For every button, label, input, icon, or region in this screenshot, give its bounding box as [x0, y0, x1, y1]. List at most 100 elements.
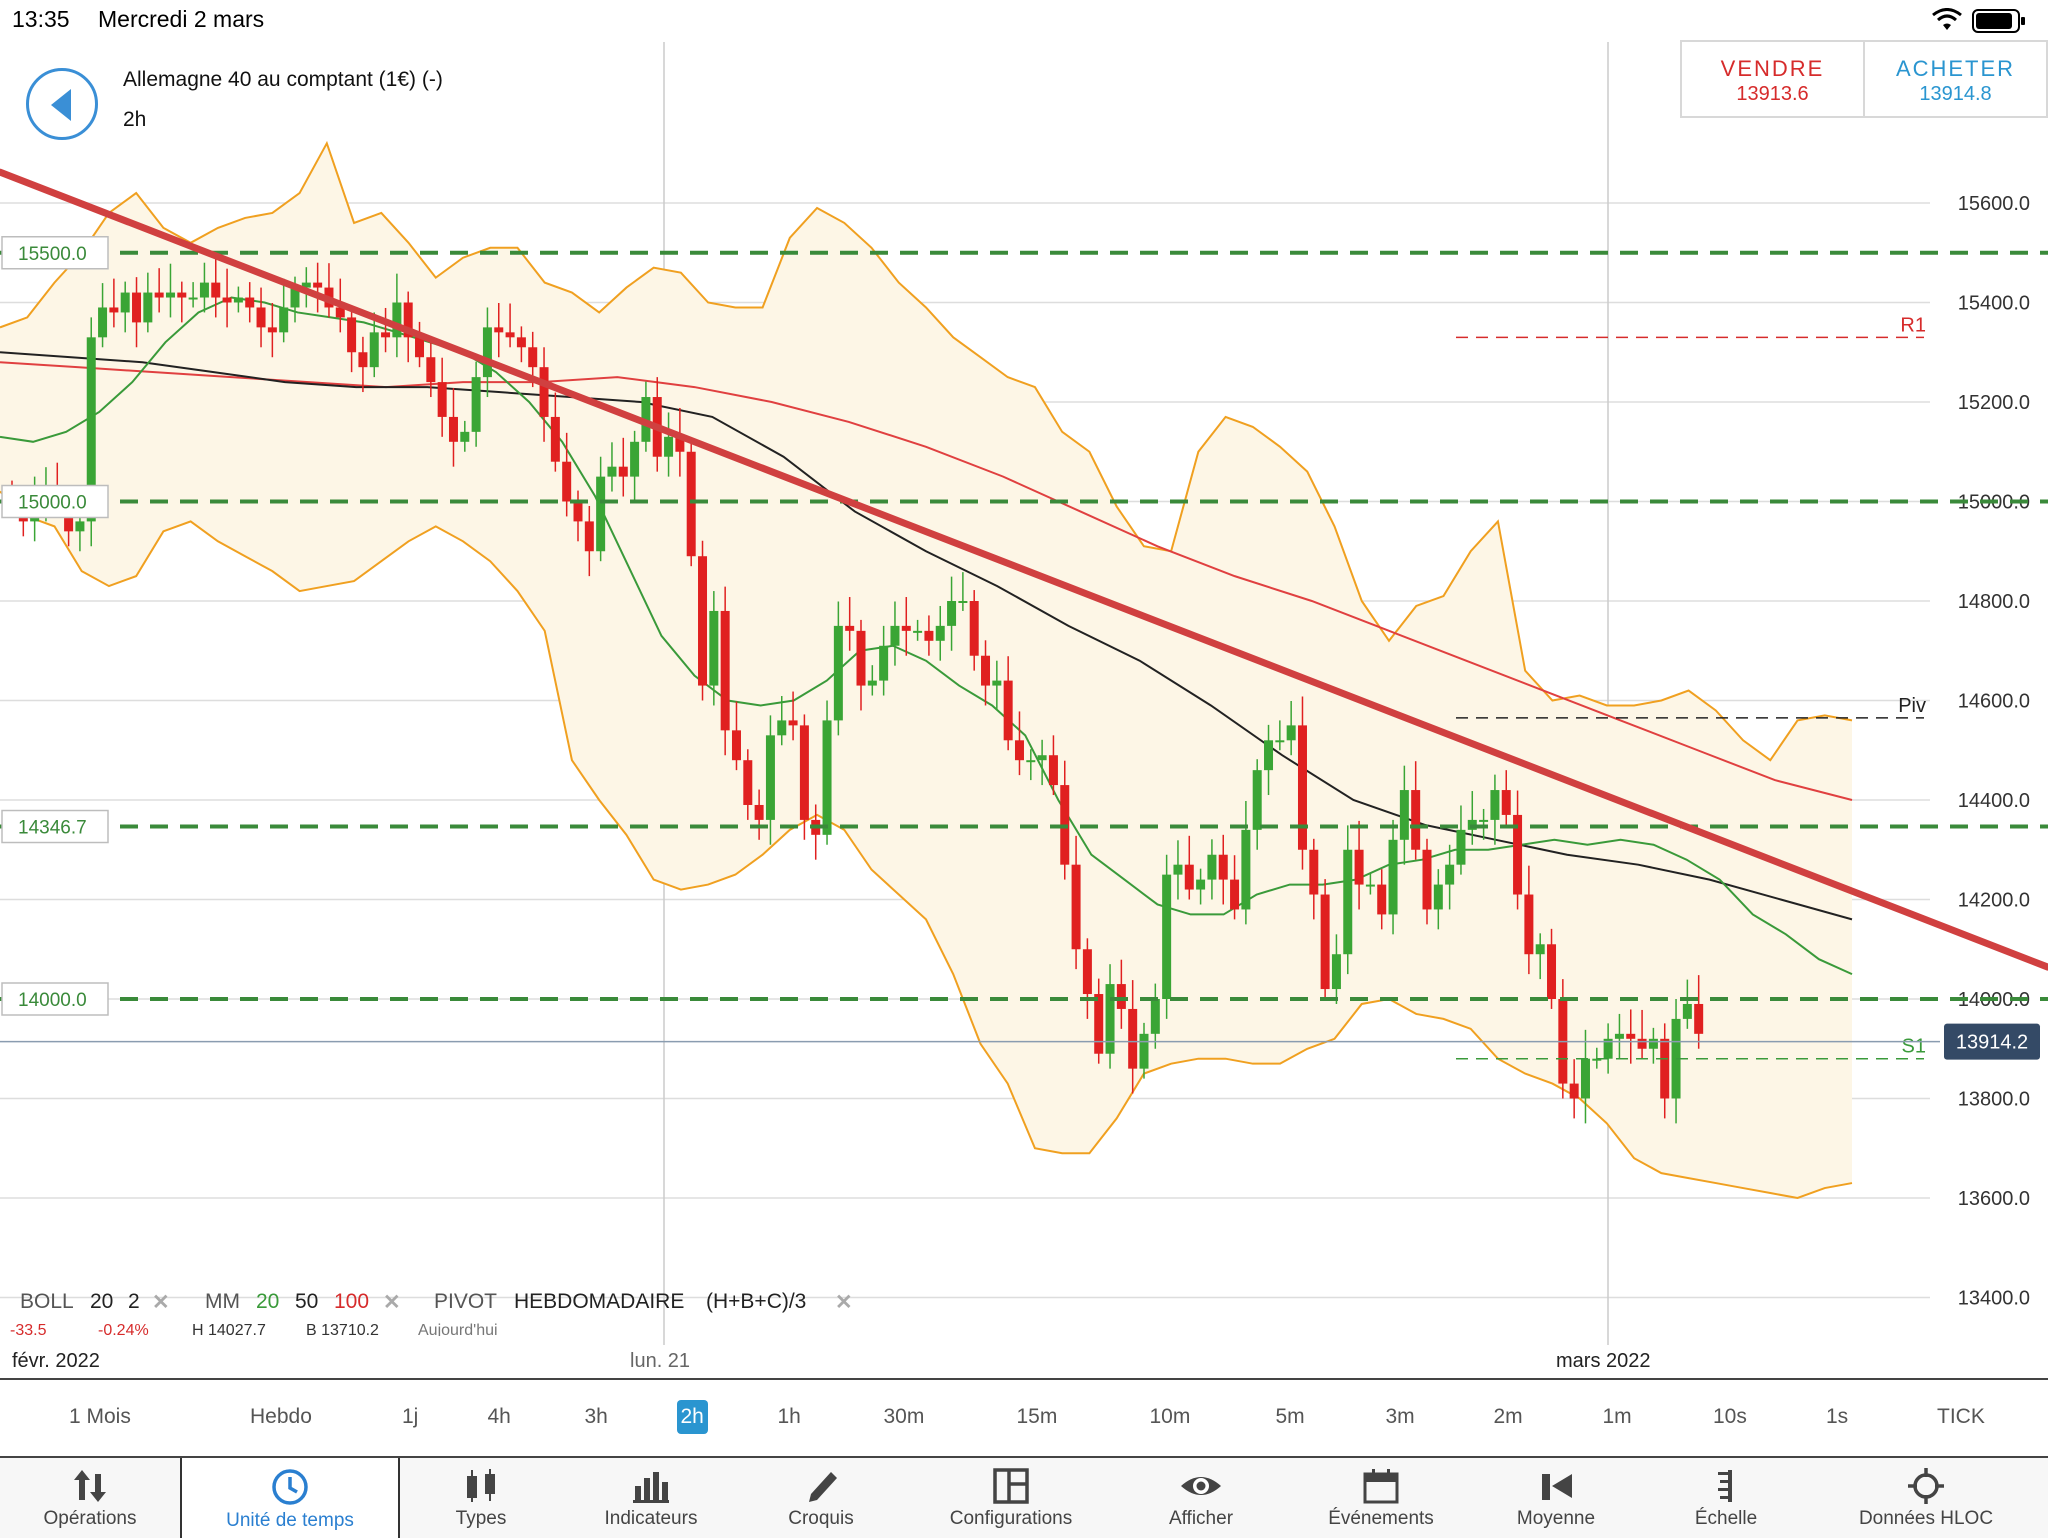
candle [381, 307, 391, 353]
toolbar-indicators-button[interactable]: Indicateurs [566, 1458, 736, 1538]
candle [731, 701, 741, 771]
candle-body [1513, 814, 1523, 895]
candle-body [1377, 884, 1387, 915]
sell-button[interactable]: VENDRE 13913.6 [1682, 42, 1865, 116]
timeframe-option[interactable]: 10m [1149, 1405, 1191, 1428]
timeframe-option[interactable]: 1j [402, 1405, 419, 1428]
x-label-feb: févr. 2022 [12, 1350, 100, 1372]
candle [199, 262, 209, 313]
candle-body [1162, 874, 1172, 999]
timeframe-option[interactable]: 3h [584, 1405, 608, 1428]
candle-body [743, 760, 753, 805]
candle [698, 540, 708, 701]
candle [890, 601, 900, 666]
timeframe-option[interactable]: 1s [1826, 1405, 1849, 1428]
candle-body [516, 337, 526, 348]
candle [222, 268, 232, 328]
timeframe-option[interactable]: 10s [1713, 1405, 1747, 1428]
candle [969, 590, 979, 671]
toolbar-average-button[interactable]: Moyenne [1476, 1458, 1636, 1538]
level-label-box [1, 982, 109, 1016]
candle-body [1309, 849, 1319, 895]
toolbar-types-button[interactable]: Types [396, 1458, 566, 1538]
status-date: Mercredi 2 mars [98, 6, 265, 32]
toolbar-events-button[interactable]: Événements [1286, 1458, 1476, 1538]
y-tick-label: 13600.0 [1958, 1188, 2030, 1210]
back-arrow-icon [51, 89, 71, 121]
timeframe-option[interactable]: 1h [777, 1405, 801, 1428]
toolbar-scale-button[interactable]: Échelle [1636, 1458, 1816, 1538]
candle [1614, 1013, 1624, 1059]
candle-body [1037, 755, 1047, 761]
boll-label: BOLL [20, 1290, 74, 1313]
toolbar-timeframe-button[interactable]: Unité de temps [180, 1458, 400, 1538]
candle-body [596, 476, 606, 552]
timeframe-option[interactable]: 3m [1385, 1405, 1415, 1428]
candle [1116, 959, 1126, 1029]
eye-icon [1181, 1477, 1221, 1495]
remove-ma-icon[interactable]: ✕ [383, 1291, 401, 1314]
timeframe-option[interactable]: 30m [883, 1405, 925, 1428]
timeframe-option[interactable]: 1 Mois [69, 1405, 131, 1428]
toolbar-sketch-button[interactable]: Croquis [736, 1458, 906, 1538]
toolbar-display-button[interactable]: Afficher [1116, 1458, 1286, 1538]
candle [1547, 928, 1557, 1009]
candle [1603, 1023, 1613, 1074]
candle [1320, 879, 1330, 999]
candle [494, 302, 504, 358]
timeframe-option[interactable]: Hebdo [250, 1405, 312, 1428]
timeframe-option[interactable]: 15m [1016, 1405, 1058, 1428]
candle [369, 312, 379, 378]
trade-box: VENDRE 13913.6 ACHETER 13914.8 [1680, 40, 2048, 118]
candle [947, 576, 957, 651]
candle-body [1445, 864, 1455, 885]
candle [1422, 838, 1432, 925]
candle-body [256, 307, 266, 328]
candle-body [120, 292, 130, 313]
toolbar-configurations-button[interactable]: Configurations [906, 1458, 1116, 1538]
candle-body [1456, 829, 1466, 865]
timeframe-option[interactable]: 2h [676, 1400, 708, 1434]
status-time: 13:35 [12, 6, 70, 32]
candle-body [822, 720, 832, 835]
candle [1094, 978, 1104, 1064]
toolbar-hloc-button[interactable]: Données HLOC [1816, 1458, 2036, 1538]
timeframe-option[interactable]: 4h [487, 1405, 511, 1428]
candle-body [1275, 740, 1285, 743]
timeframe-option[interactable]: 5m [1275, 1405, 1305, 1428]
remove-boll-icon[interactable]: ✕ [152, 1291, 170, 1314]
candle [1580, 1029, 1590, 1124]
price-chart[interactable]: 15600.0 15400.0 15200.0 15000.0 14800.0 14600… [0, 0, 2048, 1346]
chart-timeframe-label: 2h [123, 108, 147, 131]
candle-body [482, 327, 492, 378]
buy-label: ACHETER [1895, 56, 2016, 81]
buy-button[interactable]: ACHETER 13914.8 [1865, 42, 2046, 116]
transfer-arrows-icon [74, 1470, 106, 1502]
clock-icon [272, 1469, 308, 1505]
timeframe-option[interactable]: 2m [1493, 1405, 1523, 1428]
candle-body [573, 501, 583, 522]
back-button[interactable] [26, 68, 98, 140]
candle [675, 407, 685, 477]
calendar-icon [1363, 1469, 1399, 1504]
candle-body [426, 357, 436, 383]
candle-body [1388, 839, 1398, 915]
bollinger-fill [0, 143, 1852, 1198]
candle-body [437, 382, 447, 417]
toolbar-display-label: Afficher [1168, 1508, 1234, 1529]
candle-body [584, 521, 594, 552]
timeframe-option[interactable]: 1m [1602, 1405, 1632, 1428]
candle [1264, 724, 1274, 796]
pivot-label: PIVOT [434, 1290, 498, 1313]
candle [392, 273, 402, 358]
toolbar-operations-button[interactable]: Opérations [0, 1458, 180, 1538]
remove-pivot-icon[interactable]: ✕ [835, 1291, 853, 1314]
timeframe-option[interactable]: TICK [1937, 1405, 1985, 1428]
candle-body [1614, 1033, 1624, 1039]
candle-body [222, 297, 232, 303]
candle-body [1626, 1033, 1636, 1039]
candle [901, 597, 911, 656]
candle [1524, 865, 1534, 975]
level-label-box [1, 236, 109, 270]
candle [924, 615, 934, 656]
